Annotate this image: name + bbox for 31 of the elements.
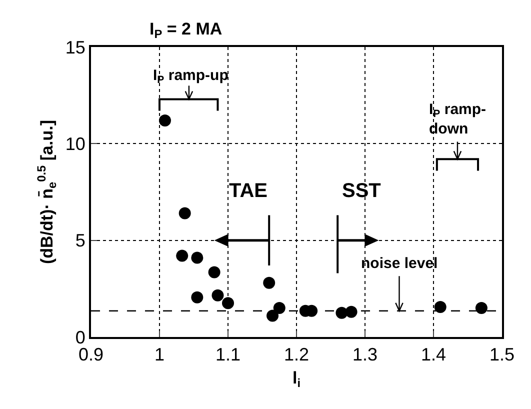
point <box>212 289 224 302</box>
x-axis-title: l$_{i}$ <box>292 368 301 390</box>
annotation: I$_{P}$ ramp- down <box>429 101 486 138</box>
point <box>176 250 188 262</box>
annotation: SST <box>342 180 381 202</box>
point <box>191 252 204 264</box>
x-tick-label: 1 <box>154 344 165 365</box>
y-tick-label: 15 <box>65 37 86 58</box>
point <box>222 297 234 310</box>
y-tick-label: 5 <box>75 230 86 251</box>
point <box>158 114 171 126</box>
x-tick-label: 1.1 <box>215 344 241 365</box>
x-tick-label: 0.9 <box>78 344 104 365</box>
annotation: TAE <box>229 180 268 202</box>
legend-label: noise level <box>361 255 438 272</box>
point <box>475 302 488 314</box>
point <box>178 207 191 220</box>
chart-title: I$_{P}$ = 2 MA <box>150 19 222 41</box>
point <box>191 291 204 304</box>
y-tick-label: 0 <box>75 327 86 348</box>
point <box>263 276 276 289</box>
point <box>266 310 279 322</box>
x-tick-label: 1.5 <box>489 344 515 365</box>
point <box>434 301 446 314</box>
point <box>208 266 220 278</box>
x-tick-label: 1.2 <box>284 344 310 365</box>
x-tick-label: 1.3 <box>352 344 378 365</box>
y-tick-label: 10 <box>65 134 86 154</box>
point <box>345 306 358 318</box>
point <box>273 302 286 314</box>
x-tick-label: 1.4 <box>420 344 446 365</box>
